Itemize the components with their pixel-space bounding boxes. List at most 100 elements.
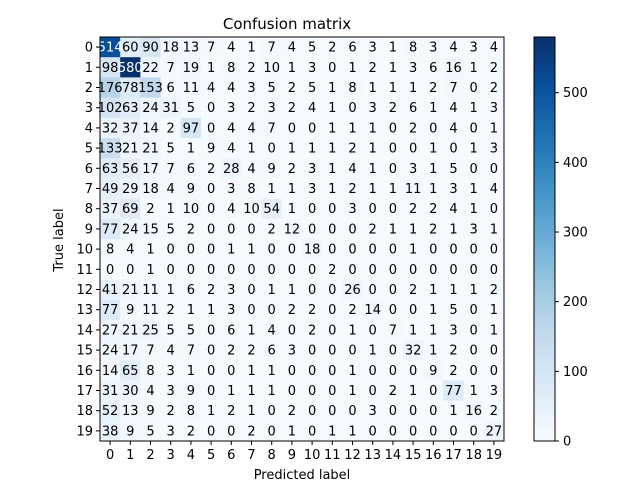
cell-value-label: 4 xyxy=(207,81,215,96)
heatmap-cell xyxy=(362,218,384,240)
cell-value-label: 0 xyxy=(288,243,296,258)
cell-value-label: 0 xyxy=(389,364,397,379)
cell-value-label: 9 xyxy=(126,424,134,439)
cell-value-label: 2 xyxy=(328,263,336,278)
y-tick-label: 11 xyxy=(76,263,93,278)
cell-value-label: 19 xyxy=(183,61,200,76)
heatmap-cell xyxy=(342,178,363,199)
cell-value-label: 0 xyxy=(207,344,215,359)
cell-value-label: 0 xyxy=(409,364,417,379)
cell-value-label: 0 xyxy=(268,243,276,258)
colorbar-tick-label: 200 xyxy=(563,295,588,310)
heatmap-cell xyxy=(180,37,202,58)
heatmap-cell xyxy=(100,299,121,321)
cell-value-label: 4 xyxy=(227,81,235,96)
heatmap-cell xyxy=(463,57,485,78)
cell-value-label: 0 xyxy=(409,303,417,318)
heatmap-cell xyxy=(483,198,505,220)
heatmap-cell xyxy=(342,97,363,119)
colorbar-tick-label: 100 xyxy=(563,365,588,380)
cell-value-label: 5 xyxy=(187,323,195,338)
cell-value-label: 0 xyxy=(389,162,397,177)
heatmap-cell xyxy=(382,97,404,119)
cell-value-label: 4 xyxy=(288,41,296,56)
cell-value-label: 153 xyxy=(138,81,163,96)
cell-value-label: 1 xyxy=(167,283,175,298)
heatmap-cell xyxy=(322,259,343,280)
cell-value-label: 0 xyxy=(348,243,356,258)
cell-value-label: 0 xyxy=(389,404,397,419)
cell-value-label: 9 xyxy=(268,162,276,177)
cell-value-label: 25 xyxy=(142,323,159,338)
cell-value-label: 8 xyxy=(187,404,195,419)
heatmap-cell xyxy=(443,57,464,78)
x-tick-label: 13 xyxy=(364,448,381,463)
heatmap-cell xyxy=(302,340,323,361)
cell-value-label: 0 xyxy=(470,323,478,338)
heatmap-cell xyxy=(100,117,121,139)
cell-value-label: 1 xyxy=(348,424,356,439)
heatmap-cell xyxy=(382,319,404,341)
cell-value-label: 1 xyxy=(328,121,336,136)
heatmap-cell xyxy=(160,259,182,280)
cell-value-label: 1 xyxy=(247,384,255,399)
cell-value-label: 1 xyxy=(268,182,276,197)
cell-value-label: 0 xyxy=(409,404,417,419)
heatmap-cell xyxy=(483,158,505,179)
heatmap-cell xyxy=(342,259,363,280)
heatmap-cell xyxy=(241,77,262,98)
heatmap-cell xyxy=(483,279,505,300)
heatmap-cell xyxy=(120,319,141,341)
heatmap-cell xyxy=(100,218,121,240)
heatmap-cell xyxy=(443,239,464,260)
cell-value-label: 63 xyxy=(122,101,139,116)
cell-value-label: 7 xyxy=(146,344,154,359)
heatmap-cell xyxy=(483,138,505,159)
cell-value-label: 18 xyxy=(304,243,321,258)
cell-value-label: 1 xyxy=(288,142,296,157)
heatmap-cell xyxy=(160,218,182,240)
cell-value-label: 2 xyxy=(187,222,195,237)
cell-value-label: 1 xyxy=(490,222,498,237)
heatmap-cell xyxy=(241,259,262,280)
heatmap-cell-labels: 514 60 90 18 13 7 4 1 7 4 5 2 6 3 1 8 3 4 3 498 580 22 7 19 1 8 2 1… xyxy=(98,41,502,440)
heatmap-cell xyxy=(180,360,202,381)
heatmap-cell xyxy=(241,178,262,199)
heatmap-cell xyxy=(322,138,343,159)
cell-value-label: 2 xyxy=(409,283,417,298)
heatmap-cell xyxy=(221,319,242,341)
heatmap-cell xyxy=(261,158,283,179)
heatmap-cell xyxy=(241,218,262,240)
heatmap-cell xyxy=(322,57,343,78)
heatmap-cell xyxy=(281,340,303,361)
cell-value-label: 0 xyxy=(328,222,336,237)
heatmap-cell xyxy=(362,400,384,422)
y-tick-label: 0 xyxy=(85,41,93,56)
heatmap-cell xyxy=(261,117,283,139)
heatmap-cell xyxy=(342,279,363,300)
cell-value-label: 1 xyxy=(288,424,296,439)
cell-value-label: 8 xyxy=(146,364,154,379)
heatmap-cell xyxy=(160,400,182,422)
heatmap-cell xyxy=(281,37,303,58)
heatmap-cell xyxy=(403,158,424,179)
cell-value-label: 1 xyxy=(288,202,296,217)
heatmap-cell xyxy=(382,400,404,422)
heatmap-cell xyxy=(302,198,323,220)
heatmap-cell xyxy=(241,340,262,361)
heatmap-cell xyxy=(201,37,222,58)
cell-value-label: 0 xyxy=(207,263,215,278)
heatmap-cell xyxy=(423,198,444,220)
heatmap-cell xyxy=(100,420,121,442)
heatmap-cell xyxy=(201,198,222,220)
heatmap-cell xyxy=(403,198,424,220)
heatmap-cell xyxy=(281,117,303,139)
cell-value-label: 0 xyxy=(470,243,478,258)
heatmap-cell xyxy=(180,77,202,98)
cell-value-label: 0 xyxy=(288,323,296,338)
heatmap-cell xyxy=(463,117,485,139)
heatmap-cell xyxy=(140,138,161,159)
heatmap-cell xyxy=(100,279,121,300)
heatmap-cell xyxy=(463,239,485,260)
